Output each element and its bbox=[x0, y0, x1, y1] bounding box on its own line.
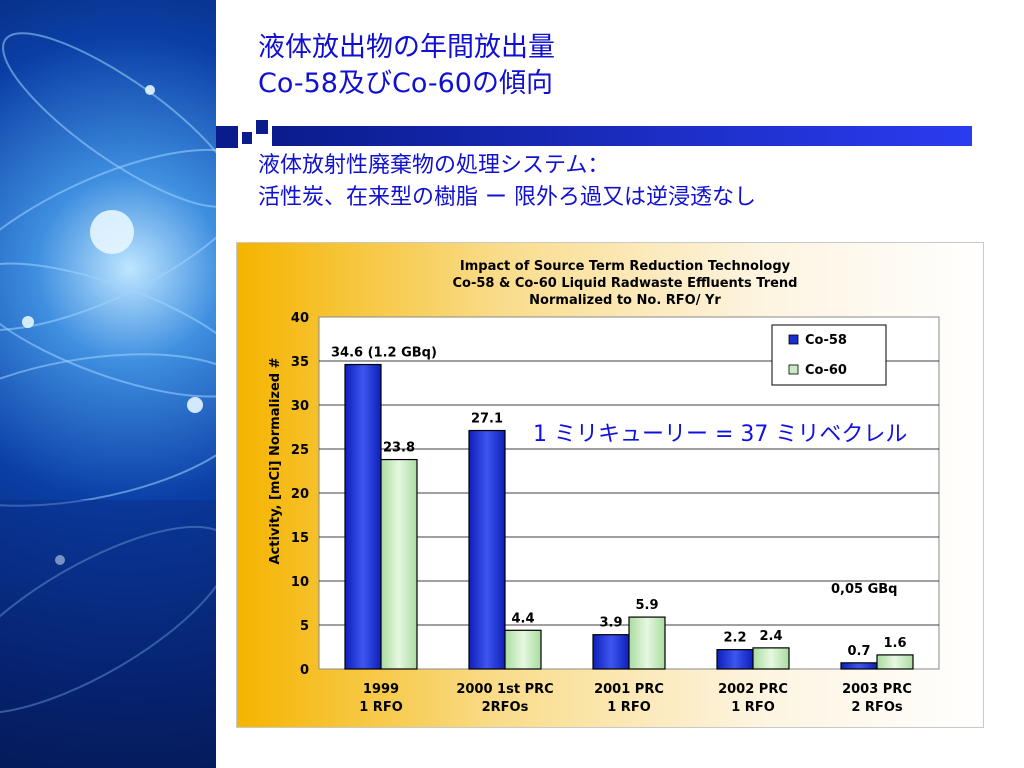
bar-label-co58: 2.2 bbox=[723, 631, 746, 646]
legend-swatch-co60 bbox=[788, 364, 799, 375]
chart-container: Impact of Source Term Reduction Technolo… bbox=[236, 242, 984, 728]
bar-chart: Impact of Source Term Reduction Technolo… bbox=[237, 243, 983, 727]
y-axis-label: Activity, [mCi] Normalized # bbox=[268, 357, 283, 564]
x-tick-label: 2001 PRC bbox=[594, 682, 664, 697]
bar-label-co60: 5.9 bbox=[635, 598, 658, 613]
x-tick-label: 2RFOs bbox=[482, 700, 529, 715]
bar-co60 bbox=[752, 647, 790, 670]
unit-conversion-annotation: 1 ミリキューリー = 37 ミリベクレル bbox=[533, 422, 907, 447]
decorative-title-bar bbox=[216, 120, 972, 148]
x-tick-label: 1999 bbox=[363, 682, 399, 697]
bar-co60 bbox=[876, 654, 914, 670]
decorative-side-image bbox=[0, 0, 216, 768]
bar-label-co58: 3.9 bbox=[599, 616, 622, 631]
y-tick-label: 35 bbox=[291, 355, 309, 370]
bar-label-co58: 34.6 (1.2 GBq) bbox=[331, 346, 437, 361]
x-tick-label: 1 RFO bbox=[359, 700, 403, 715]
bar-co58 bbox=[716, 649, 754, 670]
y-tick-label: 25 bbox=[291, 443, 309, 458]
bar-label-co60: 1.6 bbox=[883, 636, 906, 651]
legend-label-co60: Co-60 bbox=[805, 363, 847, 378]
y-tick-label: 20 bbox=[291, 487, 309, 502]
bar-co58 bbox=[840, 662, 878, 670]
slide-title-line2: Co-58及びCo-60の傾向 bbox=[258, 68, 553, 99]
x-tick-label: 1 RFO bbox=[731, 700, 775, 715]
bar-co58 bbox=[592, 634, 630, 670]
slide-subtitle-line1: 液体放射性廃棄物の処理システム： bbox=[258, 153, 610, 178]
legend-swatch-co58 bbox=[788, 334, 799, 345]
y-tick-label: 40 bbox=[291, 311, 309, 326]
chart-title-line2: Co-58 & Co-60 Liquid Radwaste Effluents … bbox=[452, 276, 797, 291]
chart-title-line3: Normalized to No. RFO/ Yr bbox=[529, 293, 721, 308]
slide-subtitle-line2: 活性炭、在来型の樹脂 ー 限外ろ過又は逆浸透なし bbox=[258, 185, 756, 210]
y-tick-label: 10 bbox=[291, 575, 309, 590]
chart-title-line1: Impact of Source Term Reduction Technolo… bbox=[460, 259, 791, 274]
x-tick-label: 2003 PRC bbox=[842, 682, 912, 697]
bar-label-co58: 27.1 bbox=[471, 412, 503, 427]
x-tick-label: 1 RFO bbox=[607, 700, 651, 715]
bar-label-co60: 23.8 bbox=[383, 441, 415, 456]
y-tick-label: 30 bbox=[291, 399, 309, 414]
bar-label-co60: 2.4 bbox=[759, 629, 782, 644]
gbq-annotation: 0,05 GBq bbox=[831, 582, 898, 597]
bar-co58 bbox=[344, 363, 382, 670]
bar-co60 bbox=[380, 458, 418, 670]
slide-title: 液体放出物の年間放出量 Co-58及びCo-60の傾向 bbox=[258, 30, 555, 102]
slide-title-line1: 液体放出物の年間放出量 bbox=[258, 32, 555, 63]
slide-subtitle: 液体放射性廃棄物の処理システム： 活性炭、在来型の樹脂 ー 限外ろ過又は逆浸透な… bbox=[258, 150, 756, 214]
legend: Co-58 Co-60 bbox=[771, 324, 887, 386]
bar-label-co60: 4.4 bbox=[511, 611, 534, 626]
y-tick-label: 0 bbox=[300, 663, 309, 678]
bar-label-co58: 0.7 bbox=[847, 644, 870, 659]
y-tick-label: 15 bbox=[291, 531, 309, 546]
y-tick-label: 5 bbox=[300, 619, 309, 634]
bar-co58 bbox=[468, 429, 506, 670]
legend-label-co58: Co-58 bbox=[805, 333, 847, 348]
bar-co60 bbox=[504, 629, 542, 670]
bar-co60 bbox=[628, 616, 666, 670]
x-tick-label: 2002 PRC bbox=[718, 682, 788, 697]
x-tick-label: 2 RFOs bbox=[851, 700, 903, 715]
x-tick-label: 2000 1st PRC bbox=[456, 682, 553, 697]
